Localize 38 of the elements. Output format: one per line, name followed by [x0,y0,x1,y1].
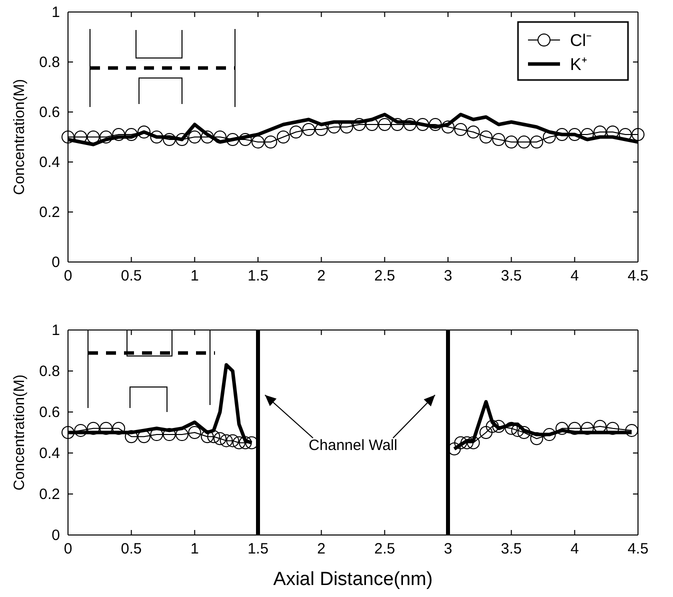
y-tick-label: 0.2 [39,486,60,503]
legend-label: K⁺ [570,55,588,74]
y-axis-title: Concentration(M) [11,374,28,490]
y-tick-label: 0.6 [39,104,60,121]
x-tick-label: 1.5 [248,268,268,285]
x-tick-label: 4.5 [628,268,648,285]
annotation: Channel Wall [308,437,398,454]
x-tick-label: 1 [190,540,199,558]
x-axis-title: Axial Distance(nm) [273,569,433,590]
x-tick-label: 4 [570,268,579,285]
x-tick-label: 2.5 [374,268,396,285]
x-tick-label: 1 [190,268,199,285]
y-tick-label: 0.8 [39,54,60,71]
y-tick-label: 0.2 [39,204,60,221]
x-tick-label: 2 [317,540,326,558]
x-tick-label: 4 [570,540,579,558]
x-tick-label: 4.5 [628,540,648,558]
x-tick-label: 2.5 [374,540,396,558]
x-tick-label: 0.5 [120,268,142,285]
x-tick-label: 1.5 [248,540,268,558]
x-tick-label: 2 [317,268,326,285]
y-tick-label: 0.6 [39,404,60,421]
y-tick-label: 0.4 [39,154,60,171]
x-tick-label: 3.5 [500,540,522,558]
y-tick-label: 0 [52,526,60,544]
legend-label: Cl⁻ [570,31,592,50]
x-tick-label: 3.5 [500,268,522,285]
x-tick-label: 0 [64,268,72,285]
x-tick-label: 3 [444,540,452,558]
y-tick-label: 0 [52,254,60,271]
x-tick-label: 3 [444,268,452,285]
y-tick-label: 1 [52,4,60,21]
x-tick-label: 0.5 [120,540,142,558]
y-tick-label: 0.8 [39,362,60,380]
y-tick-label: 0.4 [39,444,60,462]
x-tick-label: 0 [64,540,72,558]
y-axis-title: Concentration(M) [11,79,28,195]
y-tick-label: 1 [52,322,60,339]
